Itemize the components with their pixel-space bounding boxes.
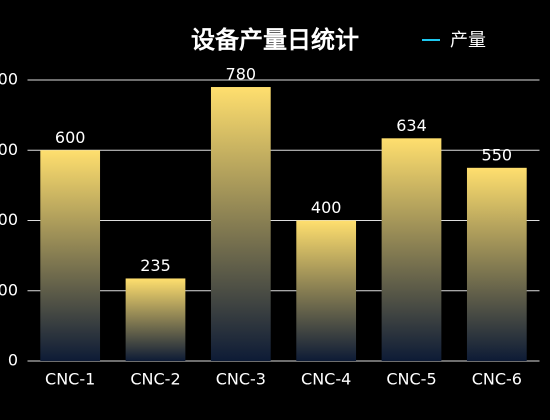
x-tick-label: CNC-1 <box>45 370 95 389</box>
x-tick-label: CNC-3 <box>216 370 266 389</box>
x-tick-label: CNC-4 <box>301 370 351 389</box>
bar <box>466 167 527 361</box>
bar <box>296 220 357 361</box>
bar <box>125 278 186 361</box>
y-tick-label: 600 <box>0 140 18 159</box>
x-tick-label: CNC-6 <box>472 370 522 389</box>
value-label: 400 <box>311 198 342 217</box>
bar <box>40 150 101 361</box>
value-label: 550 <box>482 145 513 164</box>
y-tick-label: 400 <box>0 210 18 229</box>
x-tick-label: CNC-5 <box>386 370 436 389</box>
chart-title: 设备产量日统计 <box>191 26 359 54</box>
bar <box>210 87 271 362</box>
y-tick-label: 800 <box>0 70 18 89</box>
value-label: 634 <box>396 116 427 135</box>
value-label: 235 <box>140 256 171 275</box>
x-tick-label: CNC-2 <box>130 370 180 389</box>
legend-label: 产量 <box>450 30 486 51</box>
value-label: 600 <box>55 128 86 147</box>
value-label: 780 <box>226 65 257 84</box>
bar <box>381 138 442 361</box>
y-tick-label: 0 <box>8 351 18 370</box>
y-tick-label: 200 <box>0 280 18 299</box>
